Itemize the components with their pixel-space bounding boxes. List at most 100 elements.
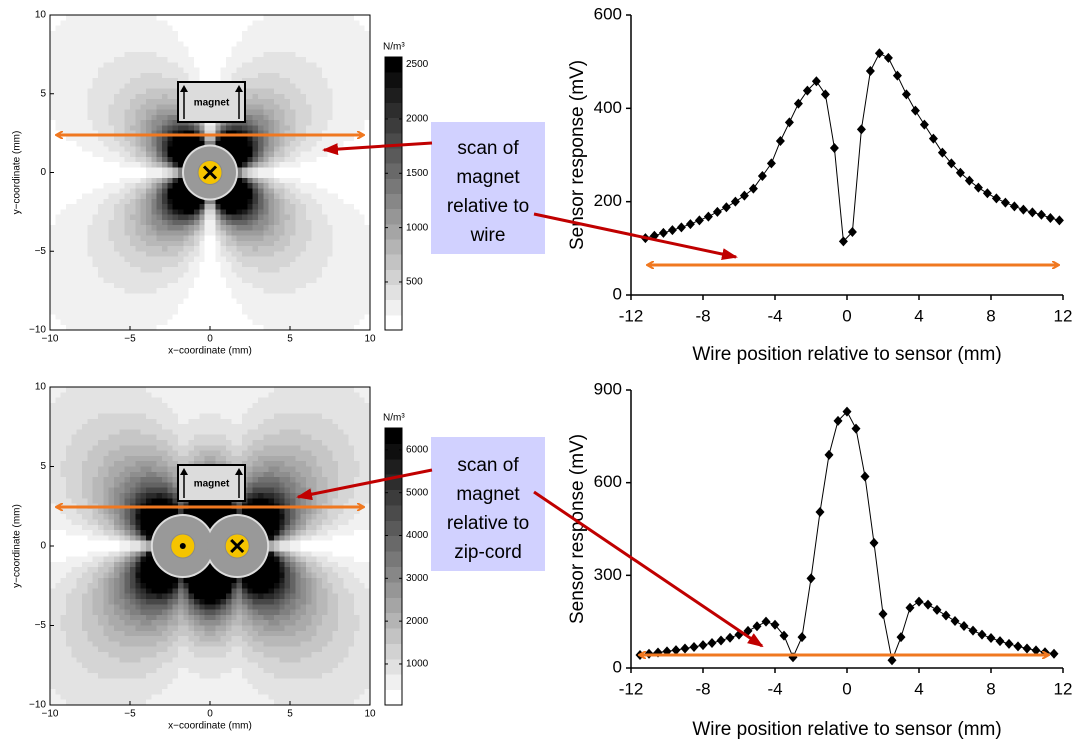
field-cell [66, 488, 72, 494]
field-cell [125, 694, 131, 700]
field-cell [311, 115, 317, 121]
field-cell [109, 257, 115, 263]
field-cell [189, 141, 195, 147]
field-cell [135, 398, 141, 404]
field-cell [157, 188, 163, 194]
field-cell [93, 647, 99, 653]
field-cell [77, 403, 83, 409]
field-cell [183, 288, 189, 294]
field-cell [50, 398, 56, 404]
field-cell [87, 573, 93, 579]
field-cell [322, 152, 328, 158]
field-cell [338, 83, 344, 89]
field-cell [66, 183, 72, 189]
field-cell [322, 188, 328, 194]
field-cell [66, 551, 72, 557]
field-cell [237, 215, 243, 221]
field-cell [327, 83, 333, 89]
field-cell [146, 225, 152, 231]
field-cell [151, 424, 157, 430]
field-cell [82, 408, 88, 414]
field-cell [237, 188, 243, 194]
field-cell [71, 283, 77, 289]
field-cell [237, 320, 243, 326]
field-cell [301, 257, 307, 263]
field-cell [338, 89, 344, 95]
field-cell [306, 83, 312, 89]
field-cell [359, 314, 365, 320]
field-cell [189, 204, 195, 210]
field-cell [354, 230, 360, 236]
field-cell [103, 41, 109, 47]
field-cell [50, 57, 56, 63]
field-cell [109, 551, 115, 557]
field-cell [215, 52, 221, 58]
field-cell [82, 188, 88, 194]
field-cell [333, 278, 339, 284]
field-cell [317, 136, 323, 142]
field-cell [98, 493, 104, 499]
field-cell [130, 15, 136, 21]
field-cell [77, 209, 83, 215]
field-cell [199, 230, 205, 236]
field-cell [82, 488, 88, 494]
field-cell [210, 225, 216, 231]
field-cell [333, 188, 339, 194]
field-cell [279, 236, 285, 242]
field-cell [141, 398, 147, 404]
field-cell [130, 493, 136, 499]
field-cell [157, 204, 163, 210]
field-cell [189, 73, 195, 79]
field-cell [151, 262, 157, 268]
field-cell [61, 41, 67, 47]
field-cell [82, 414, 88, 420]
field-cell [279, 209, 285, 215]
field-cell [114, 267, 120, 273]
field-cell [71, 215, 77, 221]
field-cell [66, 689, 72, 695]
field-cell [178, 320, 184, 326]
field-cell [50, 41, 56, 47]
field-cell [162, 188, 168, 194]
field-cell [50, 309, 56, 315]
field-cell [306, 57, 312, 63]
field-cell [103, 620, 109, 626]
field-cell [242, 73, 248, 79]
field-cell [258, 41, 264, 47]
field-cell [103, 557, 109, 563]
field-cell [109, 530, 115, 536]
field-cell [301, 220, 307, 226]
field-cell [87, 467, 93, 473]
field-cell [77, 83, 83, 89]
field-cell [82, 403, 88, 409]
field-cell [125, 689, 131, 695]
field-cell [183, 199, 189, 205]
field-cell [82, 304, 88, 310]
field-cell [82, 272, 88, 278]
field-cell [87, 520, 93, 526]
field-cell [343, 262, 349, 268]
field-cell [247, 115, 253, 121]
field-cell [55, 408, 61, 414]
field-cell [359, 173, 365, 179]
field-cell [359, 31, 365, 37]
field-cell [61, 314, 67, 320]
field-cell [71, 488, 77, 494]
field-cell [322, 73, 328, 79]
field-cell [205, 26, 211, 32]
field-cell [130, 525, 136, 531]
field-cell [301, 183, 307, 189]
field-cell [194, 283, 200, 289]
field-cell [354, 236, 360, 242]
field-cell [279, 136, 285, 142]
field-cell [77, 530, 83, 536]
field-cell [93, 477, 99, 483]
field-cell [103, 146, 109, 152]
field-cell [327, 267, 333, 273]
field-cell [114, 615, 120, 621]
field-cell [269, 73, 275, 79]
field-cell [141, 467, 147, 473]
field-cell [327, 293, 333, 299]
field-cell [50, 583, 56, 589]
field-cell [109, 115, 115, 121]
